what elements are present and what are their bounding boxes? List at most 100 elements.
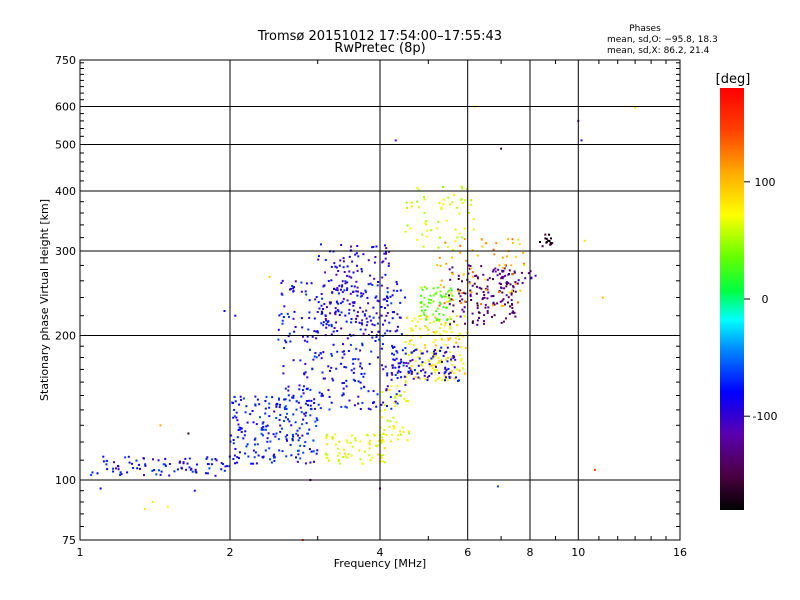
- x-tick-label: 10: [571, 546, 585, 559]
- scatter-point: [90, 473, 93, 476]
- scatter-point: [236, 419, 239, 422]
- scatter-point: [400, 433, 402, 436]
- scatter-point: [485, 288, 488, 291]
- scatter-point: [416, 238, 419, 241]
- scatter-point: [383, 252, 386, 255]
- scatter-point: [498, 282, 501, 285]
- x-axis-ticks: 1 2 4 6 8 10 16: [77, 60, 687, 559]
- scatter-point: [427, 328, 430, 331]
- scatter-point: [396, 289, 399, 292]
- scatter-point: [486, 285, 489, 288]
- scatter-point: [312, 450, 315, 453]
- scatter-point: [381, 454, 384, 457]
- scatter-point: [278, 418, 281, 421]
- scatter-point: [449, 203, 452, 206]
- scatter-point: [348, 270, 351, 273]
- scatter-point: [383, 461, 386, 464]
- scatter-point: [467, 272, 470, 275]
- scatter-point: [388, 321, 391, 324]
- phases-mean-o: mean, sd,O: −95.8, 18.3: [607, 35, 718, 45]
- scatter-point: [287, 389, 290, 392]
- scatter-point: [467, 264, 470, 267]
- scatter-point: [386, 405, 388, 408]
- scatter-point: [433, 320, 435, 323]
- scatter-point: [310, 399, 313, 402]
- scatter-point: [318, 255, 320, 258]
- scatter-point: [370, 331, 373, 333]
- scatter-point: [262, 434, 264, 437]
- scatter-point: [382, 432, 385, 435]
- scatter-point: [426, 376, 429, 379]
- scatter-point: [232, 458, 235, 460]
- scatter-point: [484, 306, 487, 309]
- scatter-point: [496, 274, 499, 277]
- scatter-point: [286, 412, 288, 415]
- scatter-point: [510, 264, 513, 267]
- scatter-point: [331, 437, 334, 440]
- scatter-point: [348, 255, 351, 258]
- scatter-point: [416, 320, 419, 323]
- scatter-point: [435, 352, 437, 355]
- scatter-point: [484, 278, 487, 281]
- scatter-point: [402, 361, 405, 364]
- scatter-point: [393, 359, 396, 362]
- scatter-point: [347, 350, 350, 352]
- scatter-point: [534, 274, 537, 277]
- scatter-point: [381, 391, 384, 394]
- scatter-point: [380, 441, 383, 444]
- scatter-point: [501, 270, 504, 273]
- scatter-point: [158, 469, 160, 472]
- scatter-point: [493, 303, 496, 306]
- scatter-point: [105, 463, 108, 466]
- scatter-point: [461, 308, 464, 311]
- scatter-point: [315, 337, 318, 340]
- scatter-point: [463, 227, 466, 230]
- scatter-point: [367, 283, 370, 286]
- scatter-point: [384, 332, 387, 335]
- scatter-point: [378, 316, 381, 319]
- scatter-point: [375, 245, 378, 248]
- scatter-point: [290, 424, 293, 427]
- scatter-point: [253, 438, 256, 441]
- scatter-point: [424, 309, 427, 312]
- scatter-point: [423, 211, 426, 214]
- scatter-point: [390, 407, 393, 410]
- scatter-point: [333, 287, 336, 290]
- scatter-point: [371, 323, 374, 326]
- scatter-point: [337, 310, 340, 313]
- scatter-point: [418, 377, 421, 380]
- scatter-point: [406, 316, 409, 319]
- scatter-point: [550, 237, 552, 240]
- scatter-point: [391, 346, 394, 349]
- scatter-point: [386, 297, 389, 300]
- scatter-point: [406, 224, 409, 227]
- scatter-point: [471, 312, 474, 315]
- scatter-point: [445, 331, 448, 334]
- scatter-point: [459, 300, 461, 303]
- scatter-point: [372, 401, 375, 404]
- scatter-point: [432, 354, 435, 357]
- scatter-point: [451, 363, 454, 366]
- scatter-point: [353, 302, 356, 304]
- scatter-point: [307, 328, 310, 331]
- scatter-point: [289, 443, 292, 446]
- scatter-point: [469, 289, 472, 292]
- scatter-point: [404, 341, 407, 344]
- scatter-point: [448, 351, 451, 354]
- scatter-point: [375, 312, 378, 315]
- scatter-point: [305, 422, 308, 425]
- scatter-point: [350, 276, 353, 279]
- scatter-point: [415, 325, 417, 328]
- scatter-point: [354, 358, 357, 360]
- scatter-point: [411, 329, 414, 332]
- y-tick-label: 400: [55, 185, 76, 198]
- scatter-point: [514, 281, 517, 283]
- scatter-point: [323, 284, 326, 287]
- scatter-point: [266, 437, 269, 440]
- scatter-point: [450, 359, 453, 362]
- scatter-point: [294, 421, 297, 424]
- scatter-point: [264, 449, 267, 452]
- scatter-point: [453, 355, 456, 358]
- scatter-point: [296, 460, 299, 463]
